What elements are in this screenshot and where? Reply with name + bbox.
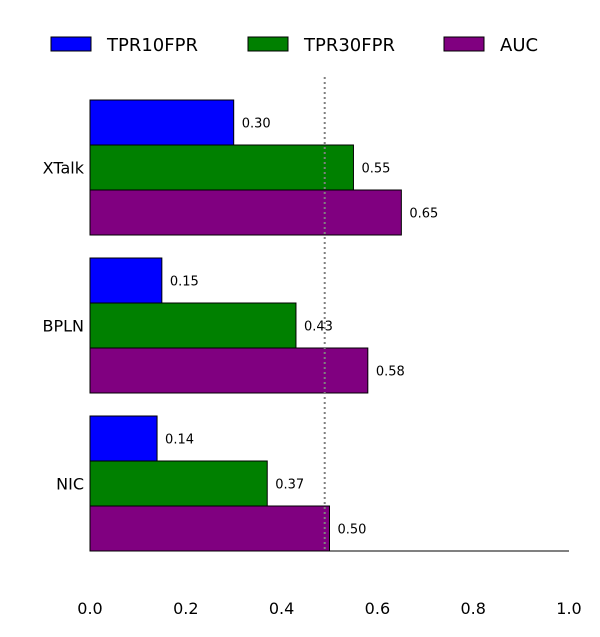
value-label-xtalk-tpr10fpr: 0.30	[242, 117, 271, 132]
x-tick-0.2: 0.2	[173, 599, 198, 618]
x-tick-0.6: 0.6	[365, 599, 390, 618]
value-label-bpln-tpr30fpr: 0.43	[304, 320, 333, 335]
legend-swatch-auc	[443, 36, 485, 52]
bar-nic-auc	[89, 505, 330, 552]
value-label-xtalk-tpr30fpr: 0.55	[361, 162, 390, 177]
bar-xtalk-tpr10fpr	[89, 99, 235, 146]
category-label-bpln: BPLN	[42, 317, 84, 336]
bar-xtalk-tpr30fpr	[89, 144, 354, 191]
bar-bpln-tpr30fpr	[89, 302, 297, 349]
legend-label-tpr30fpr: TPR30FPR	[303, 35, 395, 56]
category-label-nic: NIC	[56, 475, 84, 494]
legend-swatch-tpr10fpr	[50, 36, 92, 52]
x-tick-1.0: 1.0	[556, 599, 581, 618]
value-label-nic-auc: 0.50	[338, 523, 367, 538]
legend: TPR10FPR TPR30FPR AUC	[50, 35, 538, 56]
bar-nic-tpr30fpr	[89, 460, 268, 507]
value-label-xtalk-auc: 0.65	[409, 207, 438, 222]
value-label-nic-tpr10fpr: 0.14	[165, 433, 194, 448]
category-labels: XTalk BPLN NIC	[42, 159, 84, 494]
bar-nic-tpr10fpr	[89, 415, 158, 462]
bar-xtalk-auc	[89, 189, 402, 236]
category-label-xtalk: XTalk	[43, 159, 85, 178]
legend-label-tpr10fpr: TPR10FPR	[106, 35, 198, 56]
legend-label-auc: AUC	[500, 35, 538, 56]
legend-swatch-tpr30fpr	[247, 36, 289, 52]
bar-bpln-tpr10fpr	[89, 257, 163, 304]
value-label-nic-tpr30fpr: 0.37	[275, 478, 304, 493]
value-labels: 0.30 0.55 0.65 0.15 0.43 0.58 0.14 0.37 0.50	[165, 117, 438, 538]
x-tick-0.8: 0.8	[460, 599, 485, 618]
bar-bpln-auc	[89, 347, 369, 394]
x-tick-labels: 0.0 0.2 0.4 0.6 0.8 1.0	[77, 599, 581, 618]
x-tick-0.0: 0.0	[77, 599, 102, 618]
value-label-bpln-tpr10fpr: 0.15	[170, 275, 199, 290]
value-label-bpln-auc: 0.58	[376, 365, 405, 380]
bars	[89, 99, 402, 552]
x-tick-0.4: 0.4	[269, 599, 294, 618]
